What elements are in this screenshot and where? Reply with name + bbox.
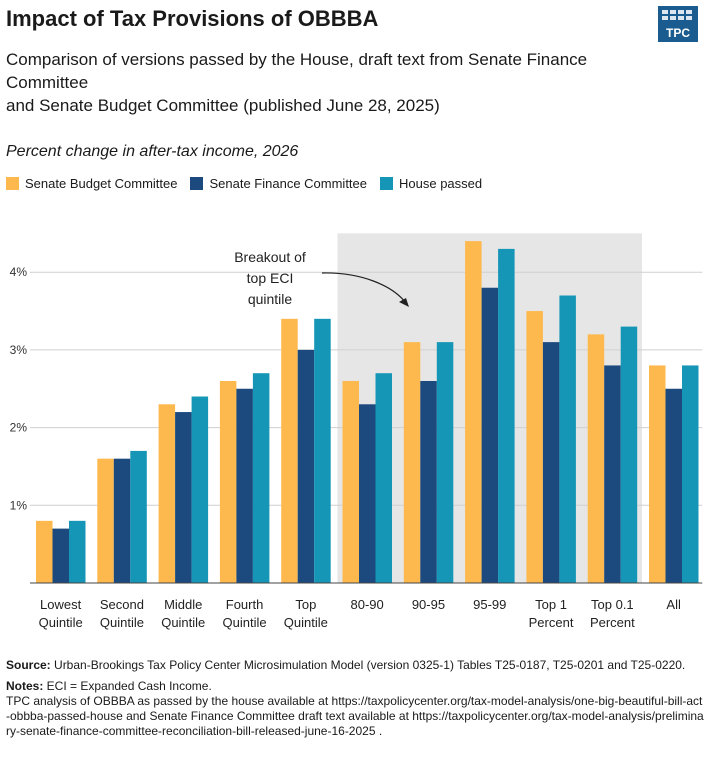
legend-label-senate-finance: Senate Finance Committee <box>209 176 368 191</box>
bar <box>281 318 298 583</box>
bar <box>682 365 699 583</box>
bar <box>130 450 147 583</box>
bar <box>158 404 176 583</box>
legend-item-senate-finance: Senate Finance Committee <box>190 176 367 191</box>
bar <box>191 396 209 583</box>
bar <box>342 380 359 583</box>
subtitle-line-1: Comparison of versions passed by the Hou… <box>6 50 588 92</box>
y-tick-label: 3% <box>10 343 28 357</box>
bar <box>620 326 638 583</box>
notes-label: Notes: <box>6 679 44 693</box>
bar <box>69 520 86 583</box>
x-tick-label: Second Quintile <box>100 597 144 630</box>
source-label: Source: <box>6 658 51 672</box>
bar <box>359 404 376 583</box>
bar <box>375 373 392 583</box>
bar <box>175 412 192 583</box>
x-tick-label: Top 1 Percent <box>529 597 574 630</box>
x-tick-label: 90-95 <box>412 597 445 612</box>
legend-label-house: House passed <box>399 176 483 191</box>
legend-label-senate-budget: Senate Budget Committee <box>25 176 178 191</box>
y-tick-label: 4% <box>10 265 28 279</box>
x-tick-label: 95-99 <box>473 597 506 612</box>
bar <box>420 380 437 583</box>
bar <box>36 520 53 583</box>
legend-item-house: House passed <box>380 176 482 191</box>
bar <box>604 365 621 583</box>
bar <box>436 342 454 583</box>
y-tick-label: 2% <box>10 421 28 435</box>
bar <box>297 349 315 583</box>
footer: Source: Urban-Brookings Tax Policy Cente… <box>6 658 706 745</box>
bar <box>113 458 131 583</box>
source-text: Urban-Brookings Tax Policy Center Micros… <box>50 658 686 672</box>
x-tick-label: Fourth Quintile <box>223 597 267 630</box>
tpc-logo: TPC <box>658 6 698 42</box>
legend-swatch-house <box>380 177 394 190</box>
chart-measure-label: Percent change in after-tax income, 2026 <box>6 143 299 160</box>
legend-swatch-senate-budget <box>6 177 19 190</box>
notes: Notes: ECI = Expanded Cash Income. <box>6 679 706 694</box>
bar <box>587 334 605 583</box>
bar <box>559 295 576 583</box>
annotation-arrowhead <box>399 298 409 307</box>
bar <box>97 458 114 583</box>
x-tick-label: Lowest Quintile <box>39 597 83 630</box>
bar <box>481 287 499 583</box>
annotation-arrow <box>321 272 407 304</box>
legend: Senate Budget Committee Senate Finance C… <box>6 176 495 191</box>
legend-item-senate-budget: Senate Budget Committee <box>6 176 177 191</box>
bar <box>542 342 560 583</box>
bar <box>403 342 421 583</box>
bar <box>219 380 237 583</box>
bar <box>314 318 331 583</box>
bar <box>52 528 69 583</box>
bar <box>649 365 666 583</box>
x-tick-label: All <box>666 597 681 612</box>
bar <box>498 248 515 583</box>
x-tick-label: Top Quintile <box>284 597 328 630</box>
x-tick-label: 80-90 <box>351 597 384 612</box>
annotation-text: Breakout of top ECI quintile <box>234 249 306 307</box>
bar <box>465 241 482 583</box>
chart-title: Impact of Tax Provisions of OBBBA <box>6 6 379 31</box>
legend-swatch-senate-finance <box>190 177 204 190</box>
tpc-logo-text: TPC <box>666 26 690 40</box>
y-tick-label: 1% <box>10 498 28 512</box>
source-note: Source: Urban-Brookings Tax Policy Cente… <box>6 658 706 673</box>
x-tick-label: Middle Quintile <box>161 597 205 630</box>
bar <box>665 388 682 583</box>
chart-subtitle: Comparison of versions passed by the Hou… <box>6 48 646 117</box>
x-tick-label: Top 0.1 Percent <box>590 597 635 630</box>
bar <box>252 373 270 583</box>
bar <box>526 311 543 583</box>
bar <box>236 388 253 583</box>
notes-detail: TPC analysis of OBBBA as passed by the h… <box>6 694 704 738</box>
subtitle-line-2: and Senate Budget Committee (published J… <box>6 96 440 115</box>
notes-text: ECI = Expanded Cash Income. <box>43 679 212 693</box>
bar-chart: 1% 2% 3% 4% Lowest Quintile Second Quintile Midd… <box>10 233 703 630</box>
